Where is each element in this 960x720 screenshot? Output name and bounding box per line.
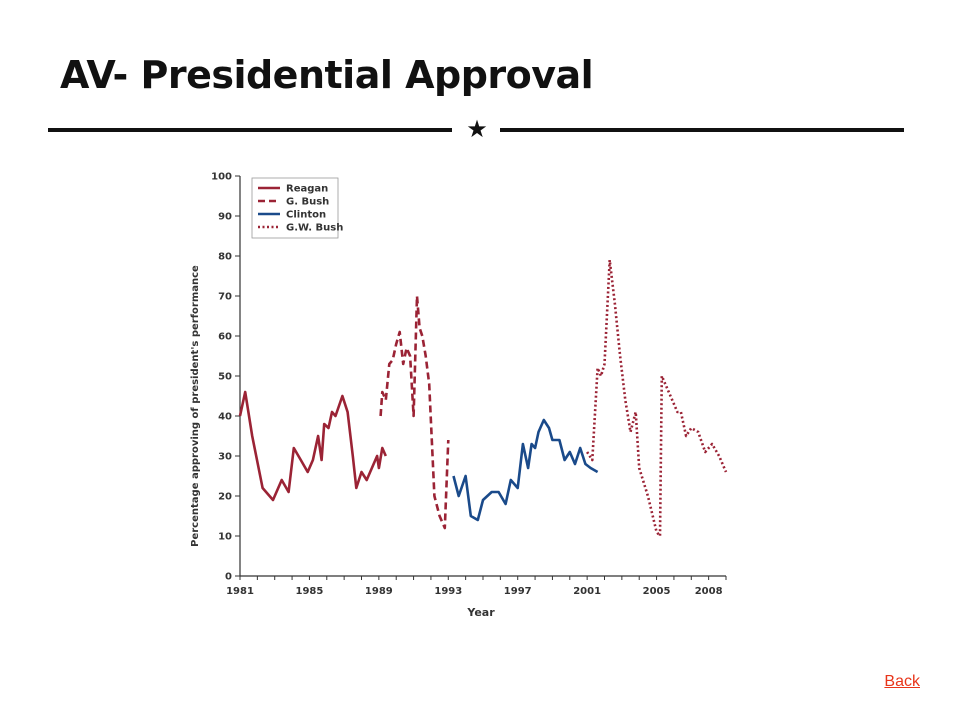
x-tick-label: 1993 — [434, 586, 462, 597]
series-line-reagan — [238, 390, 387, 502]
chart-legend: Reagan G. Bush Clinton G.W. Bush — [251, 177, 343, 239]
series-line-g-bush — [379, 294, 450, 530]
y-tick-label: 90 — [218, 212, 232, 223]
y-tick-label: 100 — [211, 172, 232, 183]
x-tick-label: 1985 — [296, 586, 324, 597]
chart-axes: 0 10 20 30 40 50 60 70 80 90 100 1981 1985 1989 1993 19… — [211, 172, 727, 597]
x-tick-label: 1997 — [504, 586, 532, 597]
back-link[interactable]: Back — [884, 673, 920, 690]
title-divider-left — [48, 128, 452, 132]
y-tick-label: 50 — [218, 372, 232, 383]
series-line-g-w-bush — [586, 258, 728, 538]
y-tick-label: 80 — [218, 252, 232, 263]
title-divider-right — [500, 128, 904, 132]
y-tick-label: 60 — [218, 332, 232, 343]
series-line-clinton — [452, 418, 599, 522]
x-axis-label: Year — [466, 606, 495, 619]
legend-label: G. Bush — [286, 197, 329, 208]
star-icon: ★ — [466, 115, 488, 143]
x-tick-label: 1981 — [226, 586, 254, 597]
page-title: AV- Presidential Approval — [60, 53, 594, 97]
approval-line-chart: 0 10 20 30 40 50 60 70 80 90 100 1981 1985 1989 1993 19… — [190, 172, 728, 619]
y-tick-label: 40 — [218, 412, 232, 423]
y-tick-label: 0 — [225, 572, 232, 583]
y-tick-label: 10 — [218, 532, 232, 543]
x-tick-label: 1989 — [365, 586, 393, 597]
x-tick-label: 2005 — [643, 586, 671, 597]
y-axis-label: Percentage approving of president's perf… — [190, 265, 201, 547]
legend-label: G.W. Bush — [286, 223, 343, 234]
legend-label: Reagan — [286, 184, 328, 195]
y-tick-label: 20 — [218, 492, 232, 503]
chart-series — [238, 258, 728, 538]
y-tick-label: 30 — [218, 452, 232, 463]
legend-label: Clinton — [286, 210, 326, 221]
x-tick-label: 2001 — [573, 586, 601, 597]
x-tick-label: 2008 — [695, 586, 723, 597]
y-tick-label: 70 — [218, 292, 232, 303]
